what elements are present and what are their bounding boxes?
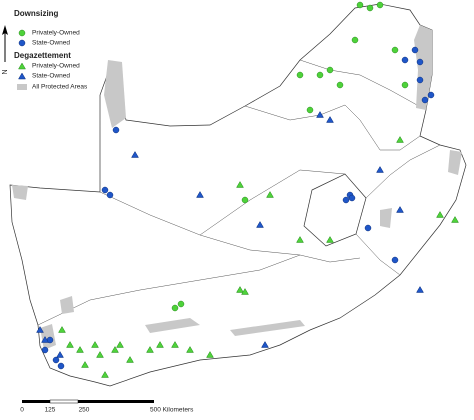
site-marker xyxy=(348,194,356,202)
site-marker xyxy=(186,346,194,353)
site-marker xyxy=(52,356,60,364)
legend-title: Degazettement xyxy=(14,51,71,60)
site-marker xyxy=(326,236,334,243)
site-marker xyxy=(66,341,74,348)
scale-label: 500 Kilometers xyxy=(150,407,194,414)
site-marker xyxy=(171,304,179,312)
scale-bar: 0 125 250 500 Kilometers xyxy=(20,399,194,414)
protected-areas xyxy=(12,25,462,350)
province-boundaries xyxy=(37,59,441,326)
site-marker xyxy=(57,362,65,370)
site-marker xyxy=(306,106,314,114)
site-marker xyxy=(366,4,374,12)
site-marker xyxy=(396,206,404,213)
site-marker xyxy=(326,116,334,123)
site-marker xyxy=(206,351,214,358)
scale-segment xyxy=(22,400,50,403)
site-marker xyxy=(436,211,444,218)
site-marker xyxy=(236,286,244,293)
legend-label: Privately-Owned xyxy=(32,30,80,37)
site-marker xyxy=(131,151,139,158)
site-marker xyxy=(316,111,324,118)
site-marker xyxy=(81,361,89,368)
legend-label: All Protected Areas xyxy=(32,84,88,91)
site-marker xyxy=(416,286,424,293)
site-marker xyxy=(146,346,154,353)
scale-segment xyxy=(78,400,154,403)
site-marker xyxy=(241,288,249,295)
site-marker xyxy=(196,191,204,198)
legend-label: Privately-Owned xyxy=(32,63,80,70)
legend-symbol xyxy=(17,84,27,90)
site-marker xyxy=(391,46,399,54)
scale-segment xyxy=(49,399,79,404)
legend-label: State-Owned xyxy=(32,73,70,80)
site-marker xyxy=(96,351,104,358)
legend: Downsizing Privately-Owned State-Owned D… xyxy=(14,9,88,91)
scale-label: 250 xyxy=(79,407,90,414)
site-marker xyxy=(112,126,120,134)
legend-symbol xyxy=(18,72,26,80)
site-marker xyxy=(364,224,372,232)
site-marker xyxy=(411,46,419,54)
site-marker xyxy=(401,81,409,89)
site-marker xyxy=(296,71,304,79)
site-marker xyxy=(401,56,409,64)
site-marker xyxy=(261,341,269,348)
site-marker xyxy=(396,136,404,143)
legend-title: Downsizing xyxy=(14,9,59,18)
site-marker xyxy=(376,166,384,173)
scale-label: 0 xyxy=(20,407,24,414)
site-marker xyxy=(76,346,84,353)
legend-symbol xyxy=(18,29,26,37)
site-marker xyxy=(56,351,64,358)
site-marker xyxy=(376,1,384,9)
site-marker xyxy=(356,1,364,9)
site-marker xyxy=(256,221,264,228)
site-marker xyxy=(266,191,274,198)
site-marker xyxy=(177,300,185,308)
site-marker xyxy=(416,58,424,66)
site-marker xyxy=(351,36,359,44)
site-marker xyxy=(391,256,399,264)
site-marker xyxy=(41,336,49,343)
legend-label: State-Owned xyxy=(32,40,70,47)
country-outline xyxy=(9,3,467,387)
site-marker xyxy=(316,71,324,79)
site-marker xyxy=(101,186,109,194)
site-marker xyxy=(116,341,124,348)
site-marker xyxy=(421,96,429,104)
site-marker xyxy=(106,191,114,199)
site-marker xyxy=(171,341,179,348)
site-marker xyxy=(126,356,134,363)
site-marker xyxy=(296,236,304,243)
site-marker xyxy=(36,326,44,333)
site-marker xyxy=(416,76,424,84)
site-marker xyxy=(326,66,334,74)
site-marker xyxy=(111,346,119,353)
site-marker xyxy=(156,341,164,348)
site-marker xyxy=(241,196,249,204)
site-marker xyxy=(41,346,49,354)
site-markers xyxy=(36,1,459,378)
site-marker xyxy=(336,81,344,89)
north-arrow-head xyxy=(2,25,8,35)
site-marker xyxy=(427,91,435,99)
north-arrow: N xyxy=(2,25,9,75)
site-marker xyxy=(236,181,244,188)
site-marker xyxy=(91,341,99,348)
site-marker xyxy=(451,216,459,223)
site-marker xyxy=(342,196,350,204)
site-marker xyxy=(58,326,66,333)
legend-symbol xyxy=(18,62,26,70)
scale-label: 125 xyxy=(45,407,56,414)
site-marker xyxy=(101,371,109,378)
legend-symbol xyxy=(18,39,26,47)
north-label: N xyxy=(2,69,9,74)
